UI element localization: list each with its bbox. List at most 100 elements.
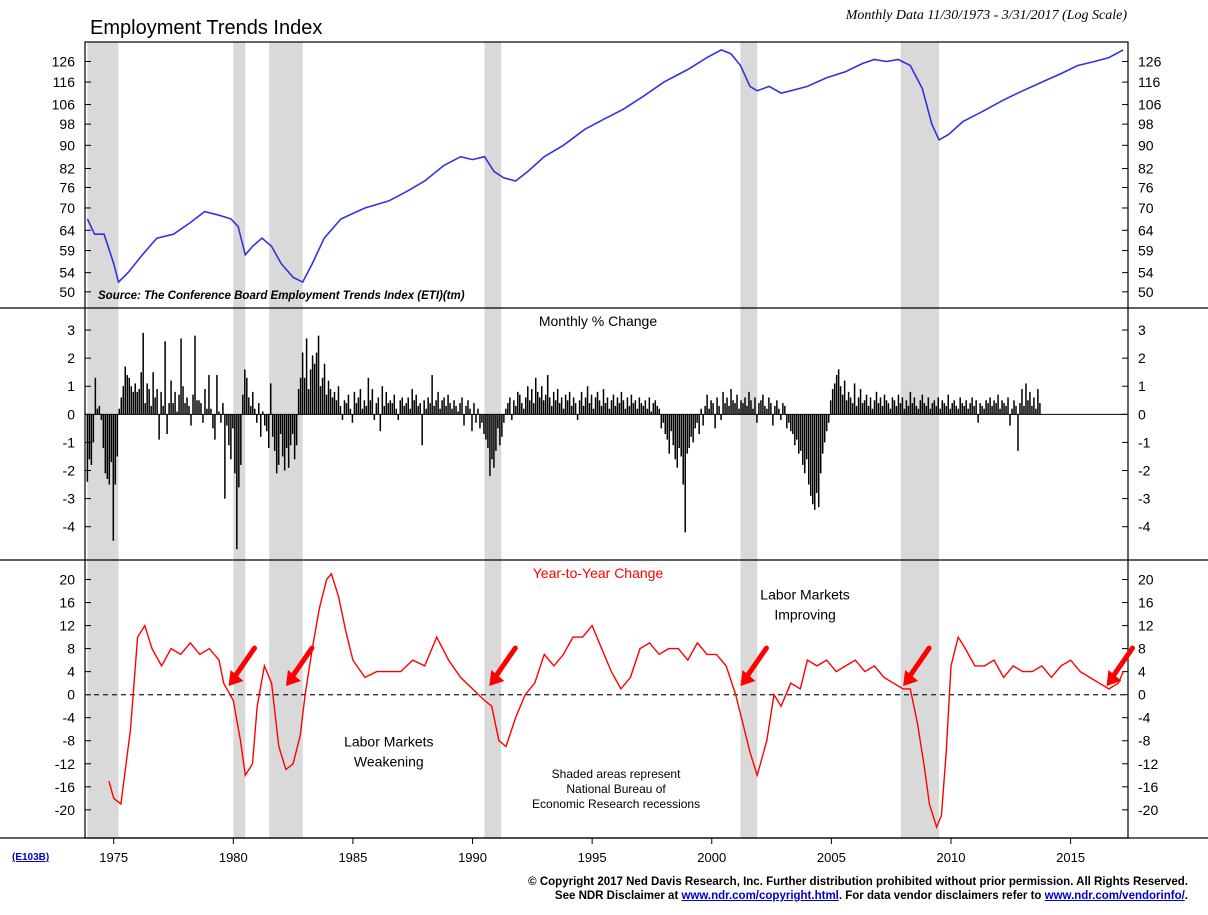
monthly-bar (501, 414, 503, 437)
monthly-bar (819, 414, 822, 474)
monthly-bar (146, 383, 148, 415)
eti-y-label-left: 98 (59, 116, 75, 132)
monthly-bar (975, 400, 977, 415)
eti-y-label-right: 76 (1138, 179, 1154, 195)
monthly-bar (618, 403, 621, 415)
monthly-y-label-right: -4 (1138, 519, 1151, 535)
monthly-y-label-right: -1 (1138, 434, 1151, 450)
copyright-link[interactable]: www.ndr.com/copyright.html (681, 890, 839, 902)
monthly-bar (170, 380, 172, 415)
monthly-bar (483, 414, 485, 434)
monthly-bar (656, 405, 659, 415)
yoy-y-label-right: 20 (1138, 572, 1154, 588)
monthly-bar (399, 400, 401, 415)
x-tick-label: 1980 (219, 850, 248, 865)
monthly-bar (969, 403, 971, 415)
monthly-bar (965, 400, 967, 415)
monthly-bar (774, 405, 776, 415)
monthly-bar (550, 405, 553, 415)
monthly-bar (120, 397, 123, 415)
monthly-bar (190, 414, 192, 426)
monthly-bar (291, 414, 294, 434)
monthly-bar (277, 414, 280, 465)
yoy-y-label-left: -20 (55, 802, 75, 818)
monthly-bar (289, 414, 292, 446)
monthly-bar (178, 394, 180, 415)
monthly-bar (319, 386, 322, 415)
monthly-bar (230, 414, 232, 460)
monthly-bar (809, 414, 812, 496)
monthly-bar (718, 405, 720, 415)
monthly-bar (200, 403, 202, 415)
chart-subtitle: Monthly Data 11/30/1973 - 3/31/2017 (Log… (845, 8, 1128, 23)
monthly-bar (863, 400, 866, 415)
monthly-bar (536, 391, 539, 415)
monthly-bar (770, 403, 772, 415)
monthly-bar (598, 400, 601, 415)
monthly-bar (321, 377, 324, 415)
yoy-y-label-left: 16 (59, 595, 75, 611)
monthly-bar (144, 403, 146, 415)
monthly-bar (198, 400, 200, 415)
monthly-bar (128, 377, 130, 415)
monthly-bar (694, 414, 696, 429)
monthly-bar (686, 414, 688, 454)
monthly-bar (212, 414, 214, 429)
monthly-y-label-left: -3 (63, 491, 76, 507)
monthly-bar (959, 397, 961, 415)
monthly-bar (800, 414, 802, 451)
monthly-bar (652, 403, 655, 415)
monthly-bar (564, 394, 567, 415)
monthly-bar (180, 338, 182, 415)
monthly-bar (301, 352, 304, 415)
monthly-bar (228, 414, 230, 446)
monthly-bar (646, 408, 649, 415)
yoy-y-label-right: 0 (1138, 687, 1146, 703)
x-tick-label: 1975 (99, 850, 128, 865)
monthly-bar (365, 405, 368, 415)
monthly-bar (92, 414, 95, 443)
monthly-bar (218, 411, 220, 415)
eti-y-label-left: 126 (52, 53, 76, 69)
monthly-bar (357, 397, 360, 415)
monthly-bar (491, 414, 493, 460)
monthly-bar (552, 391, 555, 415)
monthly-bar (542, 400, 545, 415)
monthly-y-label-right: -3 (1138, 491, 1151, 507)
monthly-bar (489, 414, 491, 477)
yoy-y-label-right: 16 (1138, 595, 1154, 611)
monthly-bar (415, 394, 417, 415)
monthly-bar (911, 403, 914, 415)
monthly-bar (869, 397, 872, 415)
monthly-bar (122, 386, 125, 415)
monthly-bar (517, 391, 519, 415)
chart-code[interactable]: (E103B) (12, 852, 50, 863)
monthly-y-label-left: 1 (67, 378, 75, 394)
monthly-bar (471, 414, 473, 432)
monthly-bar (756, 414, 758, 423)
monthly-bar (102, 414, 105, 449)
monthly-bar (427, 397, 429, 415)
monthly-bar (1033, 397, 1035, 415)
yoy-y-label-right: 12 (1138, 618, 1154, 634)
monthly-bar (821, 414, 824, 454)
monthly-bar (295, 414, 298, 446)
monthly-bar (612, 394, 615, 415)
monthly-bar (668, 414, 671, 454)
monthly-bar (692, 414, 694, 443)
x-tick-label: 1985 (338, 850, 367, 865)
eti-y-label-right: 59 (1138, 243, 1154, 259)
monthly-bar (792, 414, 794, 434)
monthly-bar (317, 335, 320, 415)
vendor-link[interactable]: www.ndr.com/vendorinfo/ (1044, 890, 1185, 902)
monthly-bar (827, 414, 830, 423)
monthly-bar (347, 394, 350, 415)
monthly-bar (397, 414, 400, 420)
monthly-bar (853, 383, 856, 415)
red-arrow-5 (1106, 645, 1135, 687)
monthly-bar (927, 397, 930, 415)
monthly-bar (275, 414, 278, 474)
monthly-bar (140, 372, 142, 415)
monthly-bar (995, 403, 997, 415)
monthly-bar (373, 414, 376, 420)
